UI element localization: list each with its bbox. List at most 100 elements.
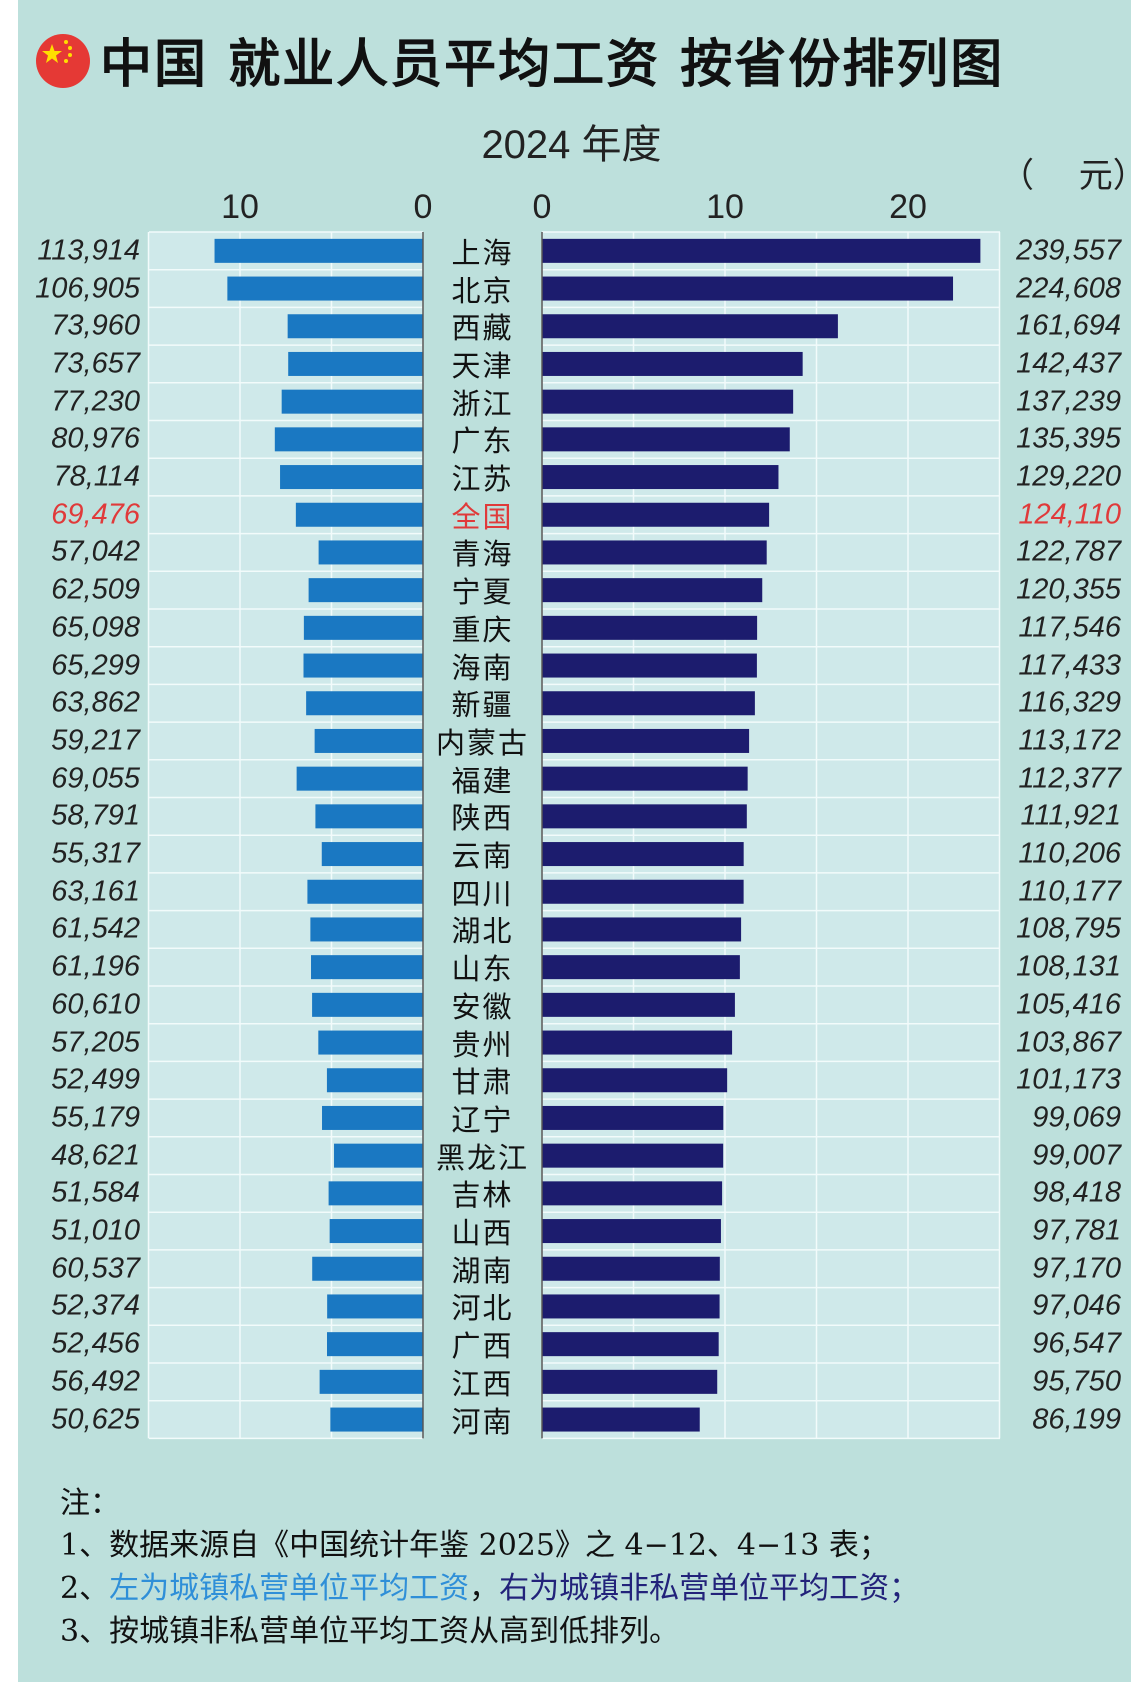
right-value-label: 108,795 [1016,912,1121,945]
province-label: 浙江 [451,386,514,421]
left-tick-label: 0 [413,188,433,226]
note-2-prefix: 2、 [60,1571,110,1606]
right-bar [542,1030,733,1055]
left-value-label: 51,010 [51,1214,140,1247]
left-bar [319,1369,423,1394]
province-label: 江西 [451,1366,514,1401]
right-bar [542,1219,721,1244]
province-label: 黑龙江 [435,1140,529,1175]
province-label: 内蒙古 [435,725,529,760]
left-value-label: 60,537 [51,1252,140,1285]
right-bar [542,1294,720,1319]
notes-heading: 注： [60,1486,120,1521]
left-bar [327,1332,423,1357]
left-value-label: 57,042 [51,535,140,568]
left-bar [307,879,423,904]
province-label: 湖南 [451,1253,514,1288]
left-value-label: 78,114 [53,460,140,493]
right-value-label: 112,377 [1018,762,1121,795]
left-value-label: 62,509 [51,573,140,606]
right-value-label: 98,418 [1032,1176,1121,1209]
right-value-label: 135,395 [1016,422,1121,455]
right-bar [542,879,744,904]
province-label: 福建 [451,763,514,798]
left-bar [227,276,423,301]
province-label: 安徽 [451,989,514,1024]
left-value-label: 58,791 [51,799,140,832]
right-bar [542,1143,724,1168]
right-value-label: 142,437 [1016,347,1121,380]
right-bar [542,1407,700,1432]
note-2-left-legend: 左为城镇私营单位平均工资 [109,1571,470,1606]
left-bar [288,351,423,376]
province-label: 云南 [451,839,514,874]
province-label: 吉林 [451,1178,514,1213]
left-value-label: 55,317 [51,837,140,870]
note-line-1: 1、数据来源自《中国统计年鉴 2025》之 4−12、4−13 表； [60,1528,889,1563]
right-bar [542,1332,719,1357]
right-value-label: 99,007 [1032,1139,1121,1172]
province-label: 广西 [451,1329,514,1364]
right-bar [542,314,838,339]
left-value-label: 73,960 [51,309,140,342]
left-value-label: 63,862 [51,686,140,719]
province-label: 天津 [451,348,514,383]
right-tick-label: 20 [889,188,927,226]
right-value-label: 120,355 [1016,573,1121,606]
province-label: 宁夏 [451,575,514,610]
right-value-label: 101,173 [1016,1063,1121,1096]
left-bar [334,1143,423,1168]
left-bar [287,314,423,339]
right-bar [542,276,954,301]
right-bar [542,351,803,376]
left-value-label: 48,621 [51,1139,140,1172]
right-value-label: 111,921 [1020,799,1121,832]
left-bar [329,1219,423,1244]
china-flag-icon [36,34,90,88]
left-value-label: 50,625 [51,1403,140,1436]
right-value-label: 110,177 [1018,875,1121,908]
right-value-label: 97,046 [1032,1289,1121,1322]
right-tick-label: 0 [532,188,552,226]
left-bar [303,653,423,678]
right-value-label: 113,172 [1018,724,1121,757]
left-value-label: 55,179 [51,1101,140,1134]
left-value-label: 77,230 [51,385,140,418]
province-label: 河北 [451,1291,514,1326]
right-bar [542,578,763,603]
right-bar [542,389,794,414]
chart-title: 中国 就业人员平均工资 按省份排列图 [100,34,1005,95]
left-bar [315,804,423,829]
right-value-label: 99,069 [1032,1101,1121,1134]
left-bar [214,238,423,263]
right-value-label: 97,170 [1032,1252,1121,1285]
right-bar [542,842,744,867]
right-bar [542,691,755,716]
right-value-label: 86,199 [1032,1403,1121,1436]
note-line-3: 3、按城镇非私营单位平均工资从高到低排列。 [60,1614,680,1649]
left-bar [314,728,423,753]
note-2-right-legend: 右为城镇非私营单位平均工资； [499,1571,920,1606]
province-label: 湖北 [451,914,514,949]
right-bar [542,804,747,829]
left-value-label: 52,374 [51,1289,140,1322]
province-label: 陕西 [451,801,514,836]
right-bar [542,615,758,640]
note-2-sep: ， [469,1571,500,1606]
left-value-label: 60,610 [51,988,140,1021]
right-value-label: 116,329 [1018,686,1121,719]
left-bar [311,955,423,980]
left-bar [274,427,423,452]
left-value-label: 61,542 [51,912,140,945]
right-bar [542,955,740,980]
province-label: 重庆 [451,612,514,647]
province-label: 山东 [451,952,514,987]
left-bar [296,766,423,791]
left-bar [330,1407,423,1432]
left-bar [322,1105,423,1130]
right-value-label: 161,694 [1016,309,1121,342]
left-bar [312,992,423,1017]
province-label: 海南 [451,650,514,685]
left-value-label: 73,657 [51,347,140,380]
